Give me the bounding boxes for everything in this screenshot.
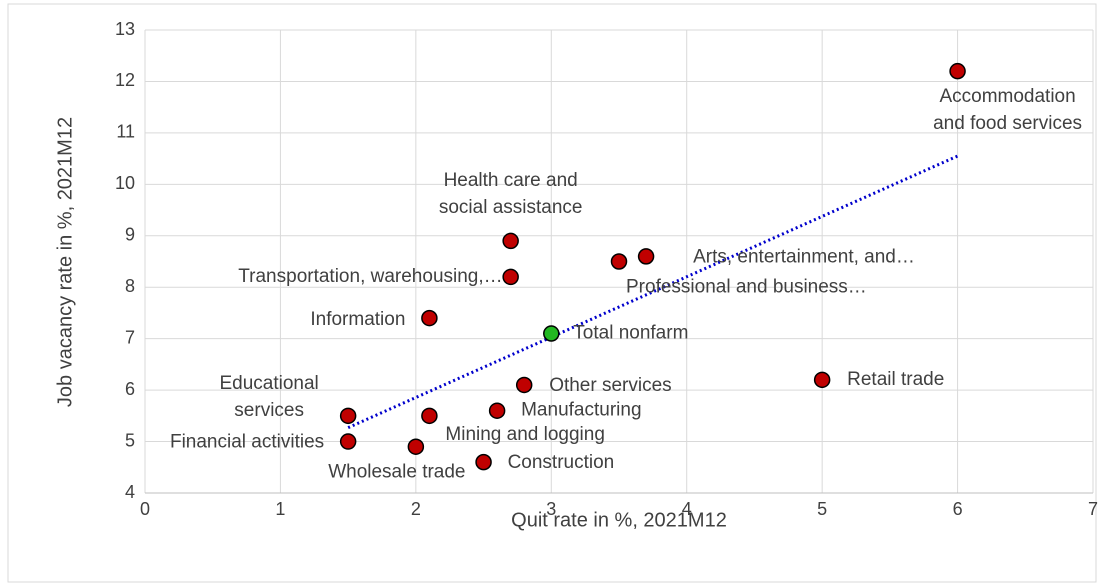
point-label: Educational	[219, 373, 318, 394]
point	[421, 309, 438, 327]
x-tick-label: 1	[275, 499, 285, 519]
y-tick-label: 6	[125, 379, 135, 399]
point	[339, 407, 357, 425]
point-label: Accommodation	[939, 86, 1075, 107]
x-tick-label: 2	[411, 499, 421, 519]
x-tick-label: 5	[817, 499, 827, 519]
point-label: Manufacturing	[521, 400, 641, 421]
y-tick-label: 4	[125, 482, 135, 502]
point	[610, 253, 628, 270]
point-label: Arts, entertainment, and…	[693, 246, 915, 267]
point-label: Mining and logging	[445, 424, 605, 445]
point	[949, 62, 966, 80]
point	[637, 248, 655, 265]
y-axis-title: Job vacancy rate in %, 2021M12	[54, 117, 76, 407]
point-label: Other services	[549, 375, 671, 396]
point-label: Financial activities	[170, 432, 324, 453]
y-tick-label: 8	[125, 276, 135, 296]
point-label: Retail trade	[847, 369, 944, 390]
point-label: Construction	[508, 452, 615, 473]
y-tick-label: 11	[116, 122, 135, 142]
x-tick-label: 0	[140, 499, 150, 519]
y-tick-label: 13	[115, 19, 135, 39]
point	[421, 407, 438, 425]
y-tick-label: 9	[125, 225, 135, 245]
point	[407, 438, 425, 455]
point-label: and food services	[933, 113, 1082, 134]
point	[543, 325, 560, 342]
y-tick-label: 12	[115, 70, 135, 90]
point-label: Professional and business…	[626, 277, 867, 298]
point	[502, 268, 519, 286]
point-label: Transportation, warehousing,…	[238, 266, 502, 287]
point-label: Information	[310, 309, 405, 330]
x-tick-label: 4	[682, 499, 692, 519]
y-tick-label: 10	[115, 173, 135, 193]
point-label: Wholesale trade	[328, 462, 465, 483]
point-label: Health care and	[444, 170, 578, 191]
y-tick-label: 7	[125, 327, 135, 347]
point-label: services	[234, 400, 304, 421]
point	[475, 453, 492, 471]
chart-frame	[7, 3, 1097, 583]
trendline	[347, 154, 959, 430]
point-label: Total nonfarm	[573, 323, 688, 344]
point	[339, 433, 357, 450]
x-axis-title: Quit rate in %, 2021M12	[511, 509, 727, 531]
point	[515, 376, 533, 394]
x-tick-label: 7	[1088, 499, 1098, 519]
point	[502, 232, 519, 250]
point	[813, 371, 831, 389]
x-tick-label: 3	[546, 499, 556, 519]
x-tick-label: 6	[953, 499, 963, 519]
y-tick-label: 5	[125, 430, 135, 450]
point-label: social assistance	[439, 197, 583, 218]
point	[488, 402, 506, 419]
